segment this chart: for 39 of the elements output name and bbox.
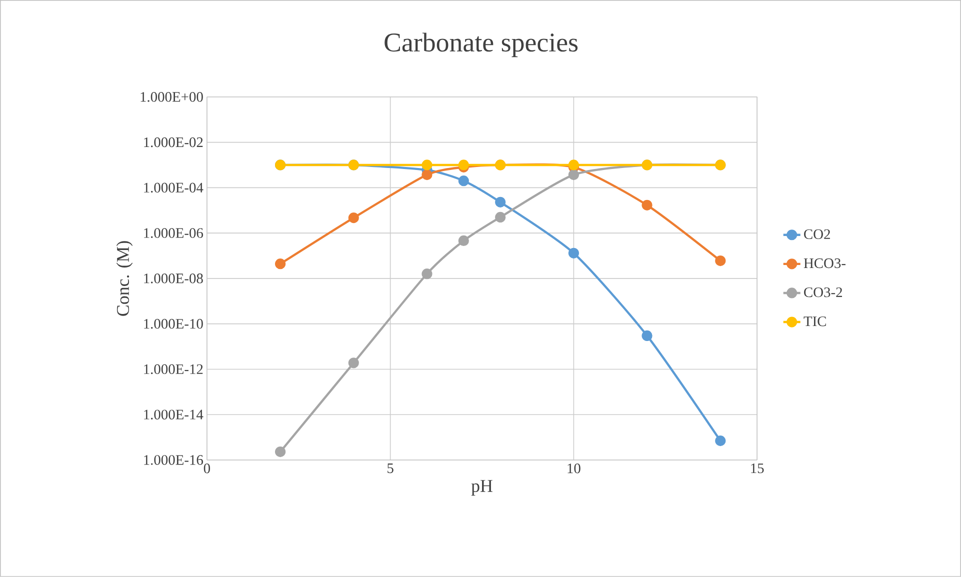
legend-label: TIC — [804, 316, 826, 326]
x-axis-title: pH — [471, 480, 492, 496]
y-tick-label: 1.000E-16 — [144, 455, 204, 465]
point — [642, 330, 652, 342]
point — [568, 170, 579, 180]
point — [458, 176, 469, 186]
y-tick-label: 1.000E-08 — [144, 274, 203, 284]
point — [495, 196, 506, 208]
point — [275, 258, 286, 270]
legend-label: CO3-2 — [804, 287, 842, 298]
point — [715, 256, 726, 266]
legend-label: CO2 — [804, 229, 830, 240]
point — [495, 212, 506, 223]
y-tick-label: 1.000E-02 — [144, 137, 203, 148]
point — [422, 170, 432, 180]
point — [422, 268, 432, 280]
x-tick-label: 15 — [751, 464, 764, 474]
point — [715, 436, 726, 446]
y-tick-label: 1.000E-14 — [144, 410, 204, 420]
point — [275, 446, 286, 458]
y-tick-label: 1.000E-10 — [144, 318, 203, 329]
point — [348, 358, 359, 368]
point — [348, 212, 359, 224]
y-axis-title: Conc. (M) — [116, 241, 133, 316]
point — [458, 235, 469, 246]
point — [568, 248, 579, 259]
point — [568, 160, 579, 170]
y-tick-label: 1.000E-12 — [144, 364, 203, 374]
y-tick-label: 1.000E-06 — [144, 228, 204, 238]
legend-label: HCO3- — [804, 258, 846, 268]
x-tick-label: 0 — [204, 464, 210, 474]
chart-title: Carbonate species — [384, 32, 578, 58]
point — [642, 200, 652, 210]
x-tick-label: 10 — [568, 464, 580, 474]
point — [458, 160, 469, 170]
y-tick-label: 1.000E-04 — [144, 182, 204, 193]
y-tick-label: 1.000E+00 — [140, 92, 203, 102]
point — [422, 160, 432, 170]
x-tick-label: 5 — [388, 464, 394, 474]
